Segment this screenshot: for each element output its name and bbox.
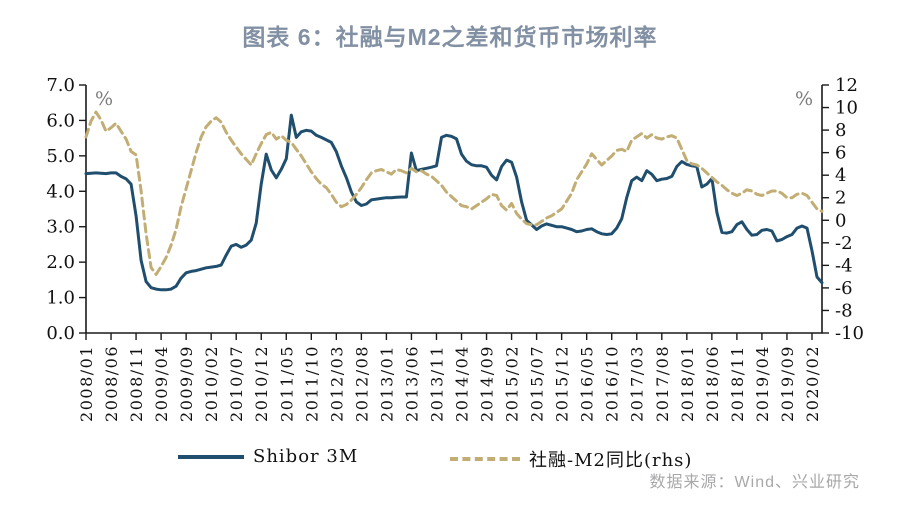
svg-text:4.0: 4.0 (46, 181, 75, 202)
svg-text:-2: -2 (835, 233, 853, 254)
svg-text:2017/08: 2017/08 (653, 345, 672, 422)
svg-text:2015/07: 2015/07 (528, 345, 547, 422)
svg-text:2018/06: 2018/06 (703, 345, 722, 422)
svg-text:2008/01: 2008/01 (77, 345, 96, 422)
legend-swatch-shibor-solid-line (178, 454, 244, 459)
svg-text:0.0: 0.0 (46, 323, 75, 344)
svg-text:2014/09: 2014/09 (478, 345, 497, 422)
svg-text:0: 0 (835, 210, 846, 231)
svg-text:2015/12: 2015/12 (553, 345, 572, 422)
svg-text:2016/05: 2016/05 (578, 345, 597, 422)
legend-item-shibor: Shibor 3M (178, 446, 358, 467)
svg-text:7.0: 7.0 (46, 75, 75, 96)
axes-frame (85, 85, 823, 334)
svg-text:2014/04: 2014/04 (453, 345, 472, 422)
svg-text:2019/04: 2019/04 (753, 345, 772, 422)
legend-label-shibor: Shibor 3M (253, 446, 359, 467)
svg-text:2013/01: 2013/01 (377, 345, 396, 422)
svg-text:2011/05: 2011/05 (277, 345, 296, 422)
svg-text:4: 4 (835, 165, 846, 186)
svg-text:-4: -4 (835, 255, 853, 276)
svg-text:-10: -10 (835, 323, 864, 344)
svg-text:6: 6 (835, 143, 846, 164)
left-percent-label: % (95, 88, 113, 110)
series-sf-m2-line (84, 110, 824, 276)
svg-text:3.0: 3.0 (46, 217, 75, 238)
svg-text:2010/02: 2010/02 (202, 345, 221, 422)
legend-item-sf-m2: 社融-M2同比(rhs) (450, 446, 692, 472)
svg-text:2012/08: 2012/08 (352, 345, 371, 422)
legend-label-sf-m2: 社融-M2同比(rhs) (529, 450, 693, 471)
svg-text:2008/11: 2008/11 (127, 345, 146, 422)
svg-text:10: 10 (835, 98, 858, 119)
legend-swatch-sf-m2-dashed-line (450, 457, 520, 461)
svg-text:2009/04: 2009/04 (152, 345, 171, 422)
svg-text:-6: -6 (835, 278, 853, 299)
svg-text:2009/09: 2009/09 (177, 345, 196, 422)
svg-text:2013/06: 2013/06 (402, 345, 421, 422)
x-axis: 2008/01 2008/06 2008/11 2009/04 2009/09 2010/… (77, 333, 822, 422)
svg-text:2010/07: 2010/07 (227, 345, 246, 422)
svg-text:2018/01: 2018/01 (678, 345, 697, 422)
svg-text:8: 8 (835, 120, 846, 141)
svg-text:2010/12: 2010/12 (252, 345, 271, 422)
svg-text:2011/10: 2011/10 (302, 345, 321, 422)
svg-text:5.0: 5.0 (46, 146, 75, 167)
svg-text:2019/09: 2019/09 (778, 345, 797, 422)
svg-text:2016/10: 2016/10 (603, 345, 622, 422)
svg-text:2013/11: 2013/11 (427, 345, 446, 422)
svg-text:2.0: 2.0 (46, 252, 75, 273)
svg-text:2015/02: 2015/02 (503, 345, 522, 422)
svg-text:-8: -8 (835, 300, 853, 321)
svg-text:12: 12 (835, 75, 858, 96)
right-percent-label: % (795, 88, 813, 110)
series-shibor-3m-line (84, 113, 824, 292)
data-source-note: 数据来源：Wind、兴业研究 (649, 474, 860, 491)
svg-text:2017/03: 2017/03 (628, 345, 647, 422)
svg-text:6.0: 6.0 (46, 110, 75, 131)
svg-text:2018/11: 2018/11 (728, 345, 747, 422)
y-axis-left: 0.0 1.0 2.0 3.0 4.0 5.0 6.0 7.0 (46, 75, 86, 344)
svg-text:2008/06: 2008/06 (102, 345, 121, 422)
svg-text:2020/02: 2020/02 (803, 345, 822, 422)
svg-text:1.0: 1.0 (46, 288, 75, 309)
svg-text:2: 2 (835, 188, 846, 209)
chart-title: 图表 6：社融与M2之差和货币市场利率 (242, 24, 658, 50)
svg-text:2012/03: 2012/03 (327, 345, 346, 422)
